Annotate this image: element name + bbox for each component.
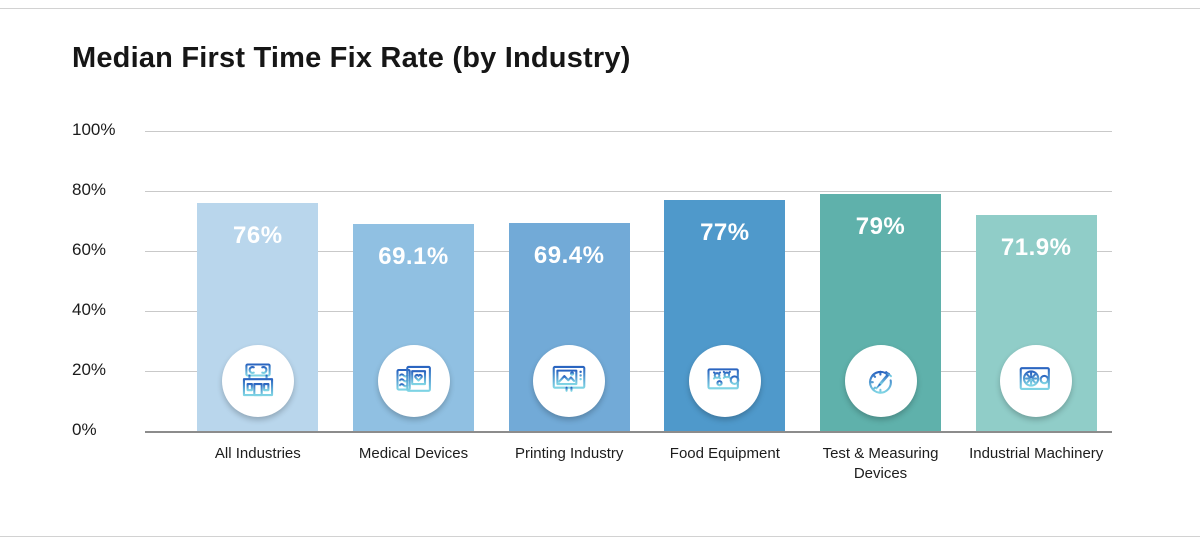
- y-axis-tick-label: 80%: [72, 180, 107, 199]
- bar-value-label: 69.4%: [533, 241, 605, 269]
- card-bottom-border: [0, 536, 1200, 537]
- bar-slot: 77% Food Equipment: [647, 131, 803, 462]
- bar: 69.1%: [353, 223, 474, 431]
- bar-slot: 71.9% Industrial Machinery: [958, 131, 1114, 462]
- x-axis-label: Industrial Machinery: [969, 445, 1104, 462]
- industry-icon-circle: [221, 345, 294, 417]
- industry-icon-circle: [533, 345, 606, 417]
- bar: 76%: [197, 203, 319, 431]
- bar-slot: 79% Test & Measuring Devices: [803, 131, 959, 482]
- storefront-wrench-icon: [242, 363, 273, 397]
- bar-slot: 76% All Industries: [180, 131, 336, 462]
- bar: 77%: [664, 200, 786, 431]
- gridline: [145, 131, 1112, 132]
- y-axis-tick-label: 0%: [72, 420, 97, 439]
- y-axis-tick-label: 20%: [72, 360, 107, 379]
- bar-value-label: 77%: [700, 219, 750, 246]
- bars: 76% All Industries 69.1% Medical Devices: [180, 131, 1114, 482]
- gridline: [145, 191, 1112, 192]
- bar-value-label: 76%: [233, 222, 283, 249]
- x-axis-label: Medical Devices: [358, 445, 469, 462]
- industry-icon-circle: [844, 345, 917, 417]
- chart-title: Median First Time Fix Rate (by Industry): [72, 42, 631, 74]
- bar-value-label: 79%: [855, 213, 906, 240]
- y-axis-tick-label: 100%: [72, 120, 116, 139]
- industry-icon-circle: [688, 345, 761, 417]
- bar: 71.9%: [975, 215, 1097, 431]
- bar: 69.4%: [508, 222, 630, 431]
- x-axis-label: All Industries: [214, 445, 301, 462]
- bar-value-label: 69.1%: [378, 242, 449, 270]
- equipment-panel-wrench-icon: [707, 368, 740, 394]
- medical-monitor-icon: [395, 365, 431, 392]
- industry-icon-circle: [1000, 345, 1073, 417]
- bar-slot: 69.1% Medical Devices: [336, 131, 492, 462]
- x-axis-label: Test & Measuring Devices: [822, 445, 939, 483]
- y-axis-tick-label: 60%: [72, 240, 107, 259]
- machinery-fan-wrench-icon: [1019, 367, 1051, 393]
- industry-icon-circle: [377, 345, 450, 417]
- card-top-border: [0, 8, 1200, 9]
- bar: 79%: [820, 194, 942, 431]
- gauge-dropper-icon: [868, 370, 892, 394]
- x-axis-label: Printing Industry: [514, 445, 624, 462]
- y-axis-tick-label: 40%: [72, 300, 107, 319]
- x-axis-label: Food Equipment: [669, 445, 780, 462]
- bar-value-label: 71.9%: [1000, 234, 1072, 262]
- gridline: [145, 431, 1112, 433]
- printing-display-icon: [552, 365, 586, 396]
- bar-slot: 69.4% Printing Industry: [491, 131, 647, 462]
